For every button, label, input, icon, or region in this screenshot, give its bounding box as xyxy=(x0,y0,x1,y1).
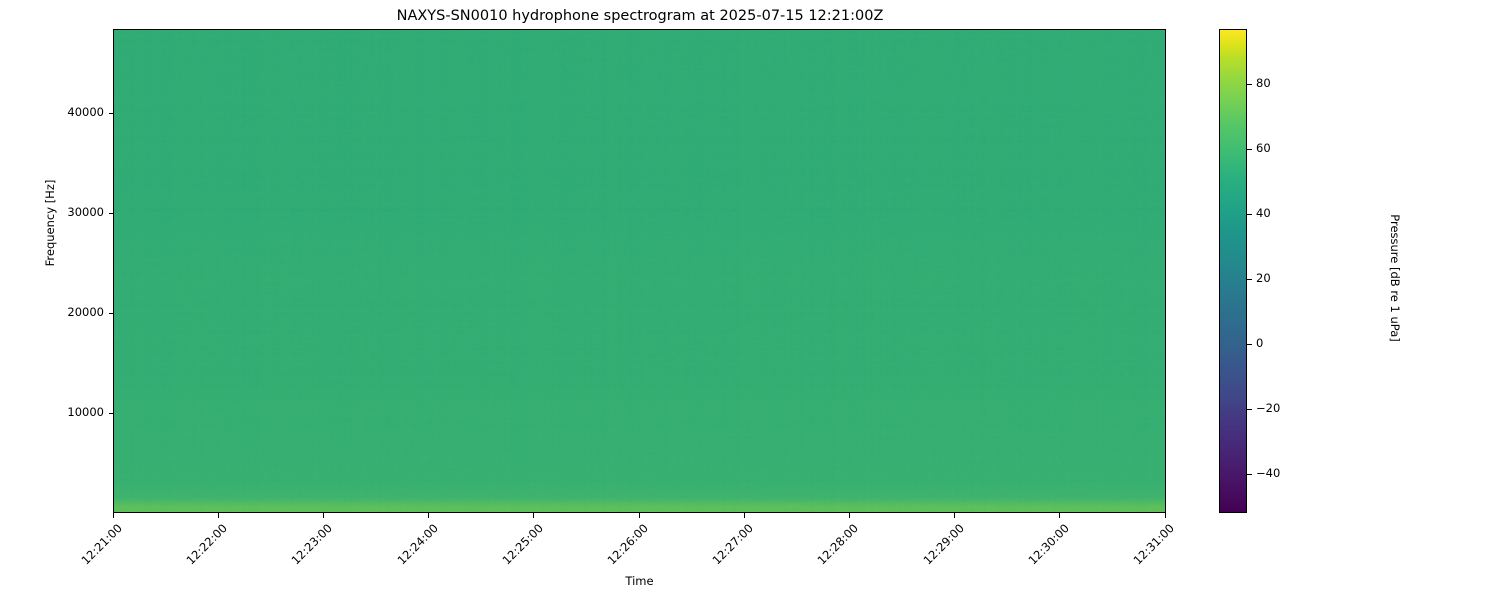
x-tick-mark xyxy=(217,513,219,518)
colorbar-tick-label: −40 xyxy=(1256,466,1281,481)
chart-title: NAXYS-SN0010 hydrophone spectrogram at 2… xyxy=(396,8,884,24)
y-tick-mark xyxy=(109,412,114,414)
colorbar-tick-label: 40 xyxy=(1256,206,1271,221)
x-tick-label: 12:27:00 xyxy=(709,521,757,568)
x-tick-mark xyxy=(112,513,114,518)
x-tick-label: 12:23:00 xyxy=(288,521,336,568)
colorbar-tick-mark xyxy=(1247,343,1252,345)
y-tick-label: 20000 xyxy=(67,305,104,319)
colorbar-tick-label: 20 xyxy=(1256,271,1271,286)
x-axis-label: Time xyxy=(625,574,654,588)
y-tick-label: 30000 xyxy=(67,205,104,219)
x-tick-mark xyxy=(848,513,850,518)
x-tick-label: 12:31:00 xyxy=(1130,521,1177,568)
colorbar-tick-label: −20 xyxy=(1256,401,1281,416)
colorbar-tick-mark xyxy=(1247,148,1252,150)
colorbar-tick-mark xyxy=(1247,83,1252,85)
x-tick-mark xyxy=(322,513,324,518)
x-tick-label: 12:28:00 xyxy=(814,521,862,568)
colorbar-tick-mark xyxy=(1247,408,1252,410)
y-tick-label: 10000 xyxy=(67,405,104,419)
x-tick-mark xyxy=(1059,513,1061,518)
y-tick-mark xyxy=(109,212,114,214)
x-tick-label: 12:25:00 xyxy=(499,521,546,568)
y-tick-mark xyxy=(109,112,114,114)
colorbar-tick-mark xyxy=(1247,473,1252,475)
colorbar-tick-label: 60 xyxy=(1256,141,1271,156)
colorbar[interactable] xyxy=(1219,29,1247,513)
x-tick-mark xyxy=(638,513,640,518)
x-tick-label: 12:30:00 xyxy=(1025,521,1072,568)
x-tick-label: 12:22:00 xyxy=(183,521,231,568)
x-tick-mark xyxy=(743,513,745,518)
y-axis-label: Frequency [Hz] xyxy=(43,179,57,267)
spectrogram-image xyxy=(114,30,1165,512)
x-tick-mark xyxy=(533,513,535,518)
x-tick-label: 12:26:00 xyxy=(604,521,651,568)
colorbar-tick-label: 0 xyxy=(1256,336,1264,351)
y-tick-label: 40000 xyxy=(67,105,104,119)
colorbar-tick-label: 80 xyxy=(1256,76,1271,91)
colorbar-tick-mark xyxy=(1247,213,1252,215)
spectrogram-plot-area[interactable] xyxy=(113,29,1166,513)
x-tick-mark xyxy=(1164,513,1166,518)
x-tick-label: 12:29:00 xyxy=(920,521,967,568)
x-tick-label: 12:21:00 xyxy=(78,521,125,568)
y-tick-mark xyxy=(109,312,114,314)
x-tick-mark xyxy=(428,513,430,518)
colorbar-label: Pressure [dB re 1 uPa] xyxy=(1388,214,1402,342)
x-tick-label: 12:24:00 xyxy=(394,521,441,568)
x-tick-mark xyxy=(954,513,956,518)
colorbar-tick-mark xyxy=(1247,278,1252,280)
